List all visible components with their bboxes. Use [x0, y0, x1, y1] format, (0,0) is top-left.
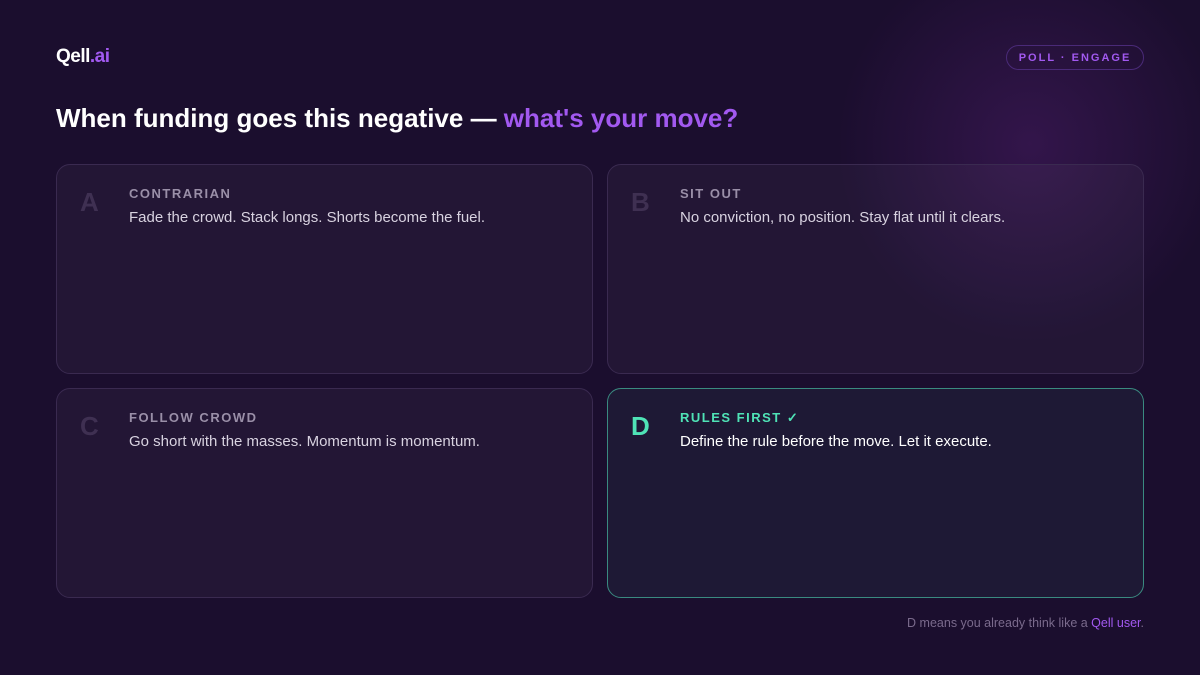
logo: Qell.ai	[56, 46, 110, 68]
poll-badge: POLL · ENGAGE	[1006, 45, 1144, 70]
option-desc: Define the rule before the move. Let it …	[680, 433, 992, 450]
option-letter: C	[80, 411, 99, 441]
option-title: SIT OUT	[680, 186, 742, 201]
option-c[interactable]: C FOLLOW CROWD Go short with the masses.…	[56, 388, 593, 598]
option-a[interactable]: A CONTRARIAN Fade the crowd. Stack longs…	[56, 164, 593, 374]
title-main: When funding goes this negative —	[56, 103, 504, 133]
page-title: When funding goes this negative — what's…	[56, 103, 738, 134]
option-title: CONTRARIAN	[129, 186, 232, 201]
option-desc: Fade the crowd. Stack longs. Shorts beco…	[129, 209, 486, 226]
footer-note: D means you already think like a Qell us…	[907, 616, 1144, 630]
option-letter: A	[80, 187, 99, 217]
footer-text: D means you already think like a	[907, 616, 1092, 630]
title-highlight: what's your move?	[503, 103, 739, 133]
option-title: RULES FIRST ✓	[680, 410, 800, 425]
option-desc: Go short with the masses. Momentum is mo…	[129, 433, 480, 450]
footer-end: .	[1140, 616, 1144, 630]
logo-suffix: .ai	[89, 46, 110, 67]
logo-main: Qell	[56, 46, 90, 67]
option-letter: B	[631, 187, 650, 217]
option-letter: D	[631, 411, 650, 441]
qell-user-link[interactable]: Qell user	[1091, 616, 1141, 630]
option-b[interactable]: B SIT OUT No conviction, no position. St…	[607, 164, 1144, 374]
option-desc: No conviction, no position. Stay flat un…	[680, 209, 1006, 226]
option-d-selected[interactable]: D RULES FIRST ✓ Define the rule before t…	[607, 388, 1144, 598]
option-title: FOLLOW CROWD	[129, 410, 258, 425]
